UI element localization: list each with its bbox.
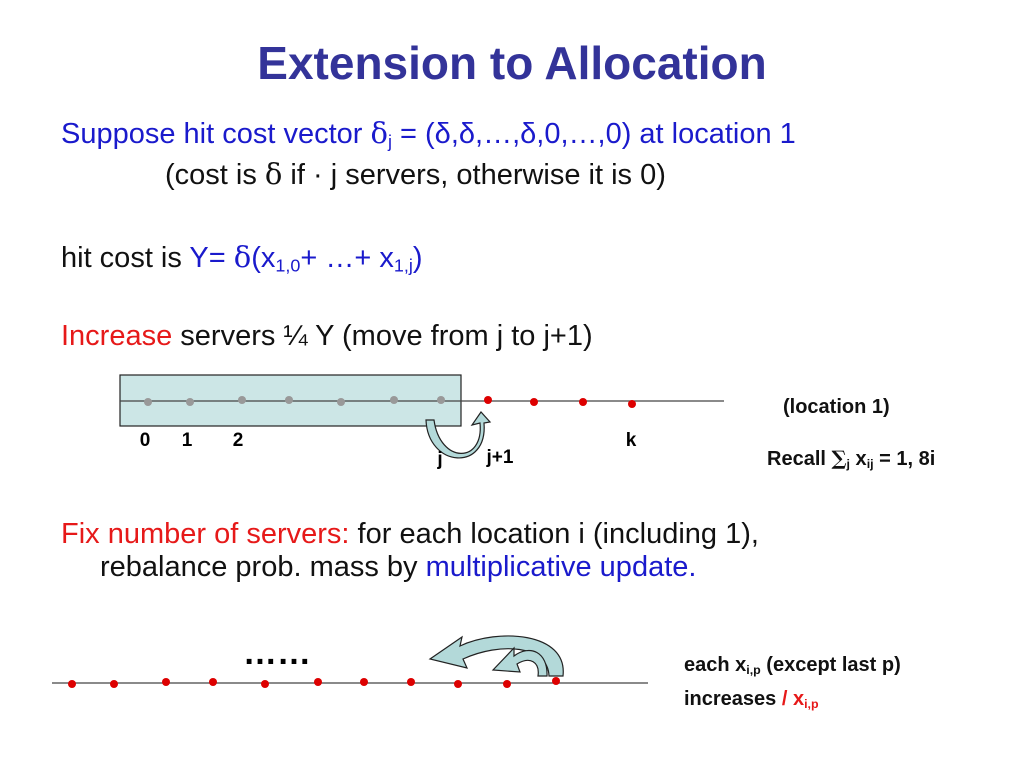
- grey-point: [285, 396, 293, 404]
- slide-title: Extension to Allocation: [257, 37, 767, 89]
- red-point: [579, 398, 587, 406]
- fix-servers-line: Fix number of servers: for each location…: [61, 518, 759, 551]
- red-point: [360, 678, 368, 686]
- x-subscript-ip: i,p: [746, 663, 761, 678]
- increases-note: increases / xi,p: [684, 688, 819, 711]
- red-point: [552, 677, 560, 685]
- y-equals: Y=: [189, 242, 234, 274]
- red-point: [162, 678, 170, 686]
- tick-label-j: j: [436, 449, 442, 470]
- delta-symbol: δ: [264, 157, 283, 191]
- rebalance-prefix: rebalance prob. mass by: [100, 551, 426, 583]
- fix-servers-phrase: Fix number of servers:: [61, 518, 350, 550]
- sum-middle: + …+ x: [300, 242, 394, 274]
- grey-point: [186, 398, 194, 406]
- red-point: [110, 680, 118, 688]
- grey-point: [337, 398, 345, 406]
- red-point: [503, 680, 511, 688]
- red-point: [314, 678, 322, 686]
- sigma-subscript: j: [846, 457, 850, 472]
- tick-label-0: 0: [140, 430, 151, 451]
- rebalance-line: rebalance prob. mass by multiplicative u…: [100, 551, 696, 584]
- shift-arrow-short-icon: [491, 646, 548, 677]
- hit-cost-prefix: hit cost is: [61, 242, 190, 274]
- fix-servers-rest: for each location i (including 1),: [349, 518, 759, 550]
- x-subscript-ij: ij: [866, 457, 874, 472]
- delta-symbol: δ: [233, 240, 252, 274]
- recall-word: Recall: [767, 448, 832, 470]
- delta-symbol: δ: [370, 116, 388, 150]
- red-point: [628, 400, 636, 408]
- hit-cost-vector-line: Suppose hit cost vector δj = (δ,δ,…,δ,0,…: [61, 116, 796, 151]
- delta-subscript: j: [387, 131, 392, 152]
- multiplicative-update-phrase: multiplicative update.: [425, 551, 697, 583]
- grey-point: [390, 396, 398, 404]
- tick-label-2: 2: [233, 430, 244, 451]
- red-point: [454, 680, 462, 688]
- increase-line: Increase servers ¼ Y (move from j to j+1…: [61, 320, 593, 353]
- proportional-symbol: /: [781, 688, 788, 710]
- suppose-text: Suppose hit cost vector: [61, 118, 371, 150]
- x-subscript-1j: 1,j: [393, 255, 413, 276]
- x-subscript-10: 1,0: [275, 255, 301, 276]
- tick-label-1: 1: [182, 430, 193, 451]
- recall-note: Recall ∑j xij = 1, 8i: [767, 446, 935, 471]
- sigma-symbol: ∑: [831, 446, 847, 470]
- move-arrow-icon: [425, 411, 492, 459]
- grey-point: [144, 398, 152, 406]
- increases-x: x: [787, 688, 805, 710]
- x-open: (x: [251, 242, 276, 274]
- recall-rest: = 1, 8i: [873, 448, 936, 470]
- increase-word: Increase: [61, 320, 173, 352]
- close-paren: ): [412, 242, 423, 274]
- red-point: [484, 396, 492, 404]
- vector-text: = (δ,δ,…,δ,0,…,0) at location 1: [391, 118, 796, 150]
- each-x-text: each x: [684, 654, 747, 676]
- server-number-line: 0 1 2 j j+1 k: [119, 374, 724, 470]
- recall-x: x: [850, 448, 867, 470]
- red-point: [261, 680, 269, 688]
- red-point: [407, 678, 415, 686]
- red-point: [68, 680, 76, 688]
- except-last-text: (except last p): [760, 654, 901, 676]
- cost-mid-text: if · j servers, otherwise it is 0): [282, 159, 666, 191]
- tick-label-j-plus-1: j+1: [486, 447, 514, 468]
- location-label: (location 1): [783, 396, 890, 418]
- hit-cost-formula-line: hit cost is Y= δ(x1,0+ …+ x1,j): [61, 240, 423, 275]
- red-point: [530, 398, 538, 406]
- grey-point: [437, 396, 445, 404]
- grey-point: [238, 396, 246, 404]
- increase-rest: servers ¼ Y (move from j to j+1): [172, 320, 593, 352]
- each-x-note: each xi,p (except last p): [684, 654, 901, 677]
- x-subscript-ip: i,p: [804, 697, 819, 712]
- ellipsis-dots: ……: [243, 634, 311, 672]
- rebalance-number-line: ……: [52, 634, 648, 688]
- increases-text: increases: [684, 688, 782, 710]
- cost-open-text: (cost is: [165, 159, 265, 191]
- red-point: [209, 678, 217, 686]
- tick-label-k: k: [626, 430, 637, 451]
- cost-explanation-line: (cost is δ if · j servers, otherwise it …: [165, 157, 666, 192]
